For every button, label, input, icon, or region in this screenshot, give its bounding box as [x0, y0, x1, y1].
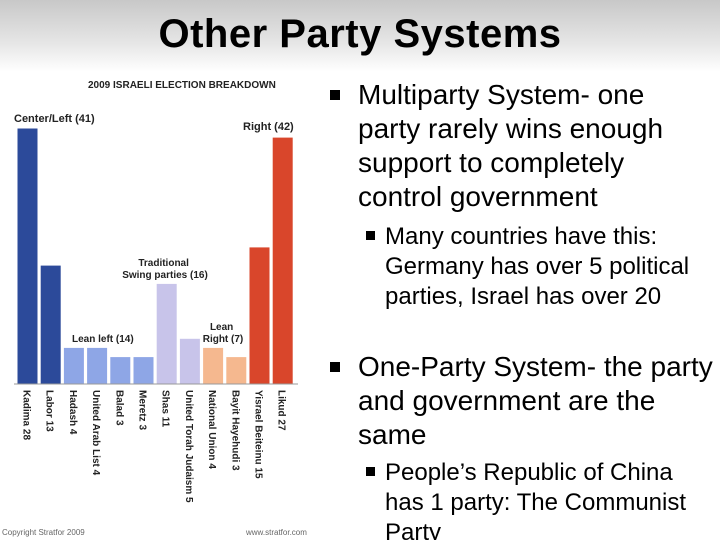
category-label-8: National Union 4 — [206, 390, 217, 469]
title-band — [0, 0, 720, 72]
group-label-right: Right (42) — [243, 121, 294, 133]
category-label-7: United Torah Judaism 5 — [183, 390, 194, 503]
group-label-lean-right-line1: Lean — [210, 322, 233, 333]
category-label-9: Bayit Hayehudi 3 — [229, 390, 240, 471]
bullet-list: Multiparty System- one party rarely wins… — [322, 78, 720, 540]
bullet-one-party: One-Party System- the party and governme… — [330, 350, 713, 452]
category-label-1: Labor 13 — [44, 390, 55, 432]
bar-6 — [155, 282, 178, 385]
bullet-text: One-Party System- the party and governme… — [358, 351, 713, 450]
bar-5 — [132, 356, 155, 385]
category-label-0: Kadima 28 — [21, 390, 32, 440]
group-label-lean-right: Lean Right (7) — [203, 322, 244, 345]
category-label-2: Hadash 4 — [67, 390, 78, 435]
election-chart: 2009 ISRAELI ELECTION BREAKDOWN Center/L… — [0, 72, 322, 540]
group-label-swing-line2: Swing parties (16) — [122, 270, 208, 281]
footer-url: www.stratfor.com — [245, 528, 307, 537]
bar-9 — [225, 356, 248, 385]
bar-10 — [248, 246, 271, 385]
group-label-swing-line1: Traditional — [138, 258, 189, 269]
bar-0 — [16, 127, 39, 385]
footer-copyright: Copyright Stratfor 2009 — [2, 528, 85, 537]
bar-3 — [86, 346, 109, 385]
category-label-4: Balad 3 — [113, 390, 124, 426]
bullet-multiparty: Multiparty System- one party rarely wins… — [330, 78, 713, 214]
group-label-swing: Traditional Swing parties (16) — [122, 258, 208, 281]
bar-4 — [109, 356, 132, 385]
sub-bullet-one-party: People’s Republic of China has 1 party: … — [366, 458, 715, 540]
sub-bullet-text: People’s Republic of China has 1 party: … — [385, 459, 687, 540]
slide-title: Other Party Systems — [158, 12, 562, 56]
category-label-6: Shas 11 — [160, 390, 171, 428]
sub-bullet-multiparty: Many countries have this: Germany has ov… — [366, 222, 715, 312]
category-label-3: United Arab List 4 — [90, 390, 101, 476]
bullet-text: Multiparty System- one party rarely wins… — [358, 79, 664, 212]
bullet-marker — [330, 362, 340, 372]
category-label-10: Yisrael Beiteinu 15 — [253, 390, 264, 479]
category-label-11: Likud 27 — [276, 390, 287, 431]
bar-8 — [202, 346, 225, 385]
category-label-5: Meretz 3 — [137, 390, 148, 430]
bar-2 — [62, 346, 85, 385]
sub-bullet-marker — [366, 231, 375, 240]
sub-bullet-text: Many countries have this: Germany has ov… — [385, 223, 690, 310]
group-label-lean-right-line2: Right (7) — [203, 334, 244, 345]
bar-7 — [178, 337, 201, 385]
group-label-lean-left: Lean left (14) — [72, 334, 134, 345]
bullet-marker — [330, 90, 340, 100]
chart-title: 2009 ISRAELI ELECTION BREAKDOWN — [88, 80, 276, 91]
group-label-center-left: Center/Left (41) — [14, 113, 95, 125]
chart-svg: 2009 ISRAELI ELECTION BREAKDOWN Center/L… — [2, 80, 307, 537]
sub-bullet-marker — [366, 467, 375, 476]
bar-11 — [271, 136, 294, 385]
bar-1 — [39, 264, 62, 385]
